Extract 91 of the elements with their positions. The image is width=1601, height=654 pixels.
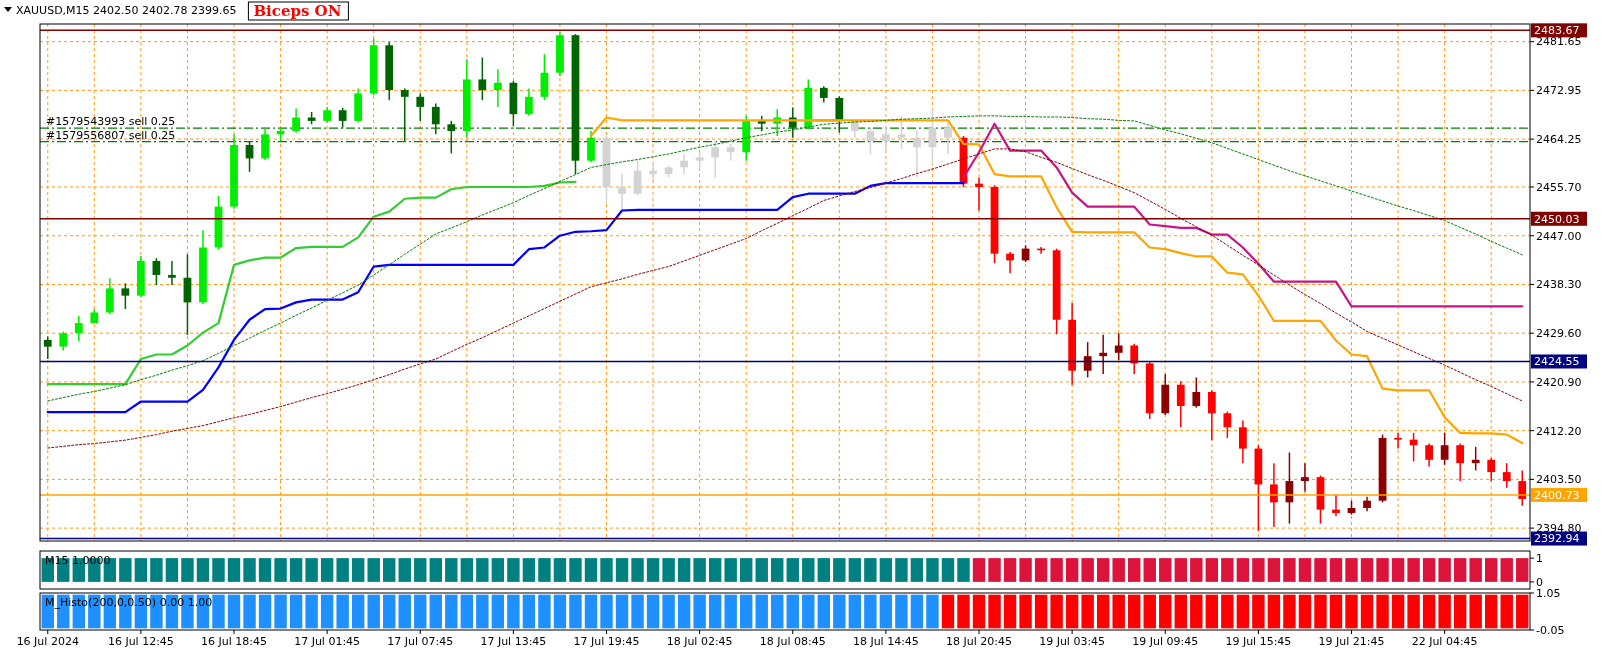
chart-title: XAUUSD,M15 2402.50 2402.78 2399.65	[16, 4, 237, 17]
y-tick-label: 1	[1536, 551, 1543, 565]
ref-line-label: 2392.94	[1534, 532, 1580, 546]
candlestick	[1099, 334, 1108, 375]
x-tick-label: 17 Jul 13:45	[480, 635, 547, 648]
x-tick-label: 19 Jul 15:45	[1225, 635, 1292, 648]
candlestick	[1471, 446, 1480, 472]
candlestick	[416, 92, 425, 122]
candlestick	[680, 153, 688, 175]
candlestick	[1425, 442, 1433, 468]
candlestick	[338, 107, 347, 129]
ref-line-label: #1579543993 sell 0.25	[46, 115, 176, 129]
candlestick	[711, 140, 720, 179]
candlestick	[1192, 376, 1201, 409]
x-tick-label: 16 Jul 12:45	[107, 635, 174, 648]
candlestick	[1270, 462, 1278, 528]
candlestick	[618, 173, 626, 212]
candlestick	[866, 126, 875, 155]
candlestick	[1332, 494, 1340, 518]
candlestick	[897, 115, 906, 150]
candlestick	[400, 87, 409, 142]
y-tick-label: 2447.00	[1536, 229, 1582, 243]
x-tick-label: 19 Jul 21:45	[1318, 635, 1385, 648]
y-tick-label: 2464.25	[1536, 132, 1582, 146]
text: Biceps ON	[253, 2, 342, 20]
x-tick-label: 17 Jul 07:45	[387, 635, 454, 648]
candlestick	[168, 260, 176, 286]
y-tick-label: 2438.30	[1536, 278, 1582, 292]
candlestick	[152, 257, 161, 286]
candlestick	[633, 159, 642, 197]
y-tick-label: 2403.50	[1536, 473, 1582, 487]
y-tick-label: 2481.65	[1536, 35, 1582, 49]
line-series	[962, 122, 1524, 308]
y-tick-label: 2394.80	[1536, 521, 1582, 535]
ref-line-label: #1579556807 sell 0.25	[46, 128, 176, 142]
x-tick-label: 17 Jul 19:45	[573, 635, 640, 648]
candlestick	[1130, 343, 1139, 375]
y-tick-label: 2429.60	[1536, 327, 1582, 341]
x-tick-label: 18 Jul 08:45	[759, 635, 826, 648]
x-tick-label: 19 Jul 09:45	[1132, 635, 1199, 648]
ref-line-label: 2400.73	[1534, 488, 1580, 502]
candlestick	[1238, 419, 1247, 464]
x-tick-label: 18 Jul 14:45	[852, 635, 919, 648]
candlestick	[1440, 432, 1449, 466]
candlestick	[649, 163, 657, 182]
candlestick	[1502, 462, 1511, 489]
candlestick	[493, 68, 502, 108]
x-tick-label: 19 Jul 03:45	[1039, 635, 1106, 648]
candlestick	[944, 121, 952, 155]
candlestick	[431, 102, 440, 136]
ref-line-label: 2483.67	[1534, 24, 1580, 38]
candlestick	[43, 335, 52, 360]
candlestick	[1456, 442, 1465, 482]
candlestick	[74, 315, 83, 343]
candlestick	[1083, 341, 1092, 379]
x-tick-label: 16 Jul 18:45	[201, 635, 267, 648]
x-tick-label: 22 Jul 04:45	[1411, 635, 1478, 648]
x-tick-label: 18 Jul 20:45	[946, 635, 1012, 648]
candlestick	[1223, 410, 1232, 439]
candlestick	[59, 330, 68, 352]
ref-line-label: 2424.55	[1534, 355, 1580, 369]
candlestick	[1301, 462, 1309, 493]
candlestick	[292, 107, 300, 134]
candlestick	[1176, 380, 1185, 429]
y-tick-label: 2472.95	[1536, 84, 1582, 98]
x-tick-label: 16 Jul 2024	[16, 635, 79, 648]
x-tick-label: 18 Jul 02:45	[666, 635, 733, 648]
candlestick	[121, 282, 130, 310]
candlestick	[1394, 432, 1402, 450]
candlestick	[525, 87, 533, 117]
y-tick-label: 2420.90	[1536, 375, 1582, 389]
candlestick	[1114, 332, 1123, 361]
candlestick	[1006, 251, 1014, 275]
candlestick	[447, 120, 456, 155]
y-tick-label: 2412.20	[1536, 424, 1582, 438]
candlestick	[478, 56, 487, 101]
line-series	[46, 181, 965, 414]
y-tick-label: 2455.70	[1536, 180, 1582, 194]
y-tick-label: -0.05	[1536, 623, 1565, 637]
y-tick-label: 1.05	[1536, 586, 1561, 600]
candlestick	[882, 125, 890, 152]
y-tick-label: 0	[1536, 575, 1543, 589]
candlestick	[587, 130, 595, 164]
candlestick	[1518, 469, 1527, 507]
candlestick	[835, 95, 844, 134]
x-tick-label: 17 Jul 01:45	[294, 635, 361, 648]
ref-line-label: 2450.03	[1534, 212, 1580, 226]
candlestick	[1207, 389, 1216, 441]
candlestick	[975, 176, 983, 212]
candlestick	[913, 130, 921, 179]
candlestick	[1487, 457, 1496, 482]
